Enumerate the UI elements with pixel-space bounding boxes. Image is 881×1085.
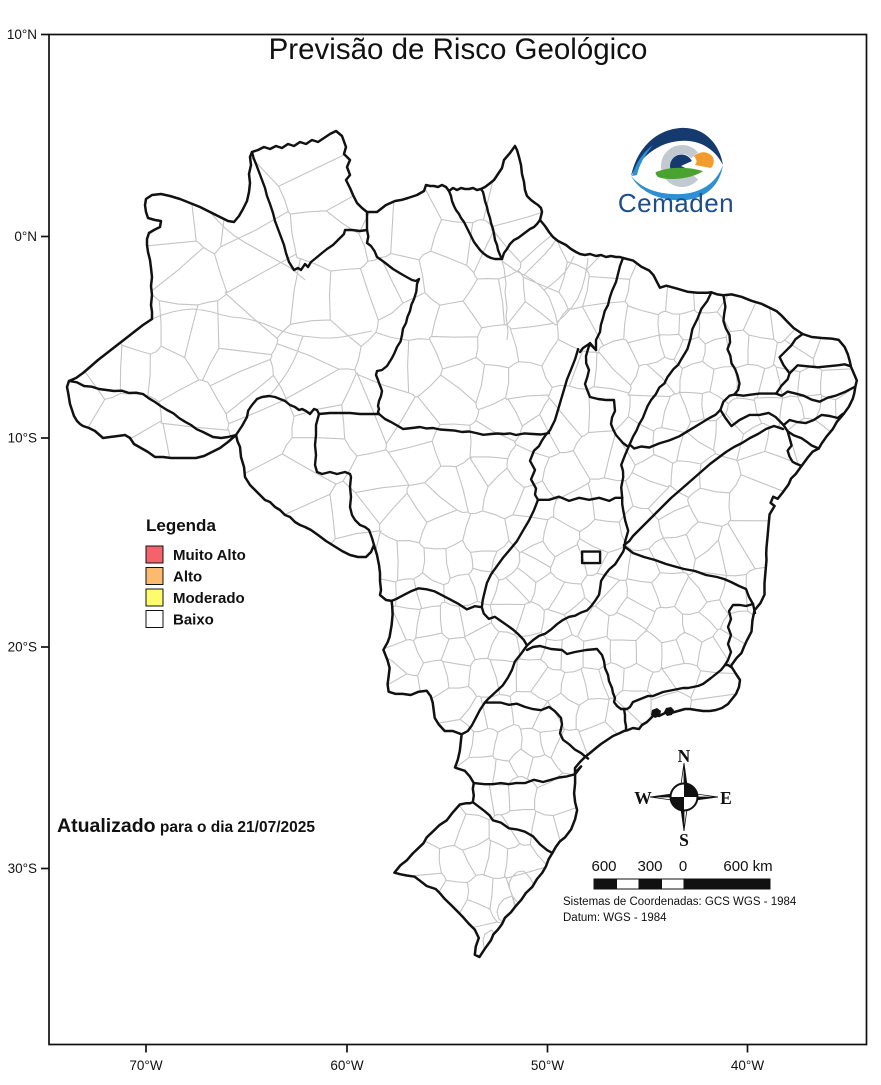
svg-text:0°N: 0°N	[14, 229, 37, 244]
svg-text:S: S	[679, 830, 689, 850]
svg-text:600: 600	[591, 858, 616, 875]
svg-text:0: 0	[679, 858, 687, 875]
svg-text:600 km: 600 km	[723, 858, 772, 875]
svg-text:Datum: WGS - 1984: Datum: WGS - 1984	[563, 912, 667, 924]
svg-text:50°W: 50°W	[531, 1058, 564, 1073]
svg-text:300: 300	[637, 858, 662, 875]
svg-text:Alto: Alto	[173, 569, 202, 586]
svg-text:Muito Alto: Muito Alto	[173, 547, 246, 564]
svg-text:40°W: 40°W	[731, 1058, 764, 1073]
svg-text:10°S: 10°S	[8, 431, 37, 446]
svg-text:20°S: 20°S	[8, 640, 37, 655]
svg-text:E: E	[720, 788, 732, 808]
svg-text:Cemaden: Cemaden	[618, 188, 734, 218]
svg-text:W: W	[634, 788, 652, 808]
svg-text:Moderado: Moderado	[173, 590, 245, 607]
svg-text:Atualizado para o dia 21/07/20: Atualizado para o dia 21/07/2025	[57, 815, 315, 837]
svg-text:30°S: 30°S	[8, 861, 37, 876]
svg-text:60°W: 60°W	[330, 1058, 363, 1073]
svg-text:Baixo: Baixo	[173, 612, 214, 629]
svg-text:N: N	[678, 746, 691, 766]
svg-text:70°W: 70°W	[129, 1058, 162, 1073]
svg-text:10°N: 10°N	[7, 27, 37, 42]
svg-text:Previsão de Risco Geológico: Previsão de Risco Geológico	[269, 33, 648, 66]
svg-text:Sistemas de Coordenadas: GCS W: Sistemas de Coordenadas: GCS WGS - 1984	[563, 896, 797, 908]
svg-text:Legenda: Legenda	[146, 516, 216, 535]
